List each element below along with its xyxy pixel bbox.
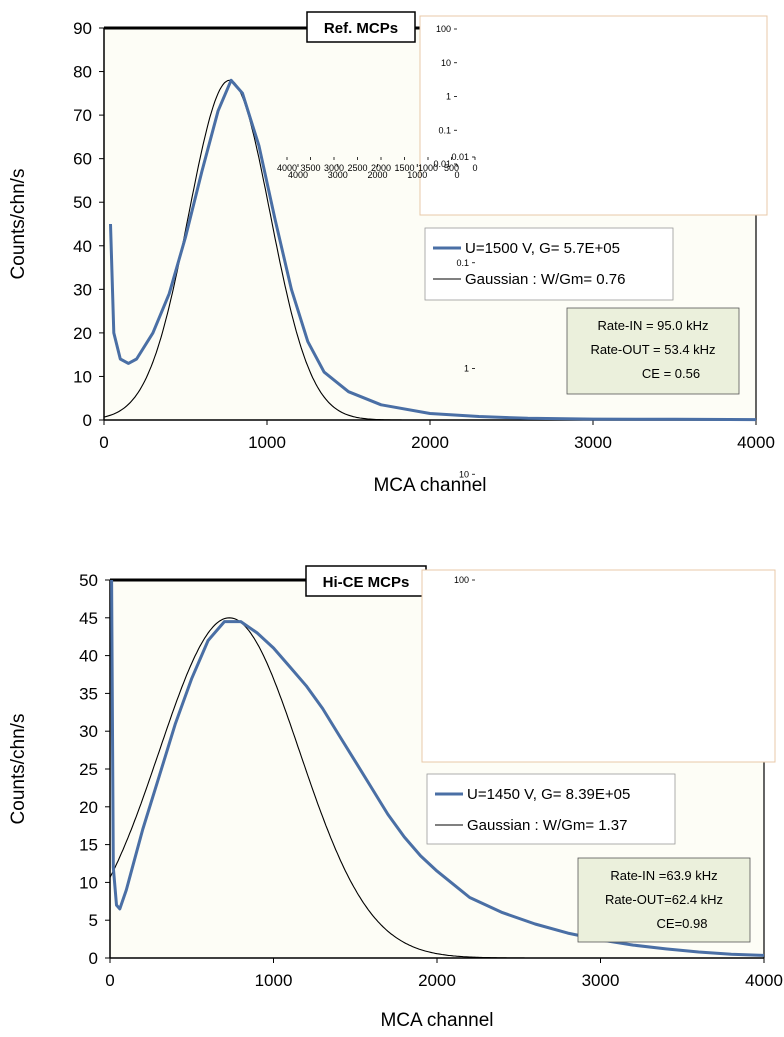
legend-frame (424, 227, 674, 301)
inset-x-tick-label: 1500 (394, 163, 414, 173)
inset-y-tick-label: 10 (459, 469, 469, 479)
inset-y-tick-label: 1 (464, 364, 469, 374)
inset-x-tick-label: 3000 (324, 163, 344, 173)
y-tick-label: 20 (79, 798, 98, 817)
legend: U=1500 V, G= 5.7E+05 Gaussian : W/Gm= 0.7… (424, 227, 674, 301)
x-tick-label: 2000 (418, 971, 456, 990)
x-tick-label: 4000 (737, 433, 775, 452)
rate-annotation: Rate-IN = 95.0 kHz Rate-OUT = 53.4 kHz CE … (566, 307, 740, 395)
y-tick-label: 10 (79, 873, 98, 892)
inset-y-tick-label: 0.1 (438, 125, 451, 135)
inset-x-tick-label: 3500 (300, 163, 320, 173)
x-tick-label: 3000 (574, 433, 612, 452)
inset-y-tick-label: 1 (446, 92, 451, 102)
legend-label-gaussian: Gaussian : W/Gm= 0.76 (465, 271, 625, 288)
y-tick-label: 30 (79, 722, 98, 741)
x-tick-label: 2000 (411, 433, 449, 452)
inset-frame (419, 15, 768, 216)
annotation-line: CE=0.98 (657, 916, 708, 931)
series-gaussian-line (109, 617, 764, 959)
rate-annotation: Rate-IN =63.9 kHz Rate-OUT=62.4 kHz CE=0.9… (577, 857, 751, 943)
inset-frame (421, 569, 776, 763)
inset-y-tick-label: 100 (436, 24, 451, 34)
legend-label-gaussian: Gaussian : W/Gm= 1.37 (467, 817, 627, 834)
chart-title: Hi-CE MCPs (323, 574, 410, 591)
annotation-line: Rate-OUT = 53.4 kHz (590, 342, 715, 357)
annotation-line: Rate-IN =63.9 kHz (610, 868, 717, 883)
legend-label-measured: U=1450 V, G= 8.39E+05 (467, 786, 630, 803)
inset-plot: 0.010.1110100050010001500200025003000350… (277, 152, 776, 763)
y-tick-label: 45 (79, 609, 98, 628)
y-tick-label: 60 (73, 150, 92, 169)
inset-y-tick-label: 0.01 (433, 159, 451, 169)
inset-y-tick-label: 0.01 (451, 152, 469, 162)
y-tick-label: 30 (73, 280, 92, 299)
inset-x-tick-label: 1000 (407, 170, 427, 180)
y-axis-label: Counts/chn/s (8, 714, 29, 825)
inset-x-tick-label: 2000 (371, 163, 391, 173)
y-tick-label: 80 (73, 63, 92, 82)
legend-frame (426, 773, 676, 845)
x-tick-label: 1000 (248, 433, 286, 452)
inset-y-tick-label: 10 (441, 58, 451, 68)
inset-x-tick-label: 500 (444, 163, 459, 173)
annotation-box (566, 307, 740, 395)
x-tick-label: 3000 (582, 971, 620, 990)
legend-label-measured: U=1500 V, G= 5.7E+05 (465, 240, 620, 257)
y-tick-label: 35 (79, 684, 98, 703)
legend: U=1450 V, G= 8.39E+05 Gaussian : W/Gm= 1.… (426, 773, 676, 845)
x-tick-label: 4000 (745, 971, 783, 990)
x-axis-label: MCA channel (380, 1010, 493, 1031)
y-tick-label: 15 (79, 836, 98, 855)
annotation-line: CE = 0.56 (642, 366, 700, 381)
y-axis-label: Counts/chn/s (8, 169, 29, 280)
inset-x-tick-label: 0 (472, 163, 477, 173)
x-tick-label: 0 (99, 433, 108, 452)
inset-x-tick-label: 3000 (328, 170, 348, 180)
inset-x-tick-label: 2000 (367, 170, 387, 180)
chart-title: Ref. MCPs (324, 20, 398, 37)
y-tick-label: 25 (79, 760, 98, 779)
y-tick-label: 40 (73, 237, 92, 256)
inset-y-tick-label: 100 (454, 575, 469, 585)
y-tick-label: 0 (89, 949, 98, 968)
inset-y-tick-label: 0.1 (456, 258, 469, 268)
inset-x-tick-label: 0 (454, 170, 459, 180)
annotation-line: Rate-IN = 95.0 kHz (598, 318, 709, 333)
y-tick-label: 20 (73, 324, 92, 343)
inset-x-tick-label: 4000 (277, 163, 297, 173)
y-tick-label: 70 (73, 106, 92, 125)
y-tick-label: 90 (73, 19, 92, 38)
y-tick-label: 0 (83, 411, 92, 430)
x-tick-label: 1000 (255, 971, 293, 990)
x-axis-label: MCA channel (373, 475, 486, 496)
y-tick-label: 10 (73, 367, 92, 386)
x-tick-label: 0 (105, 971, 114, 990)
chart-title-box (306, 11, 416, 43)
y-tick-label: 50 (79, 571, 98, 590)
inset-x-tick-label: 4000 (288, 170, 308, 180)
y-tick-label: 40 (79, 647, 98, 666)
y-tick-label: 50 (73, 193, 92, 212)
annotation-box (577, 857, 751, 943)
inset-x-tick-label: 2500 (347, 163, 367, 173)
annotation-line: Rate-OUT=62.4 kHz (605, 892, 723, 907)
y-tick-label: 5 (89, 911, 98, 930)
inset-x-tick-label: 1000 (418, 163, 438, 173)
